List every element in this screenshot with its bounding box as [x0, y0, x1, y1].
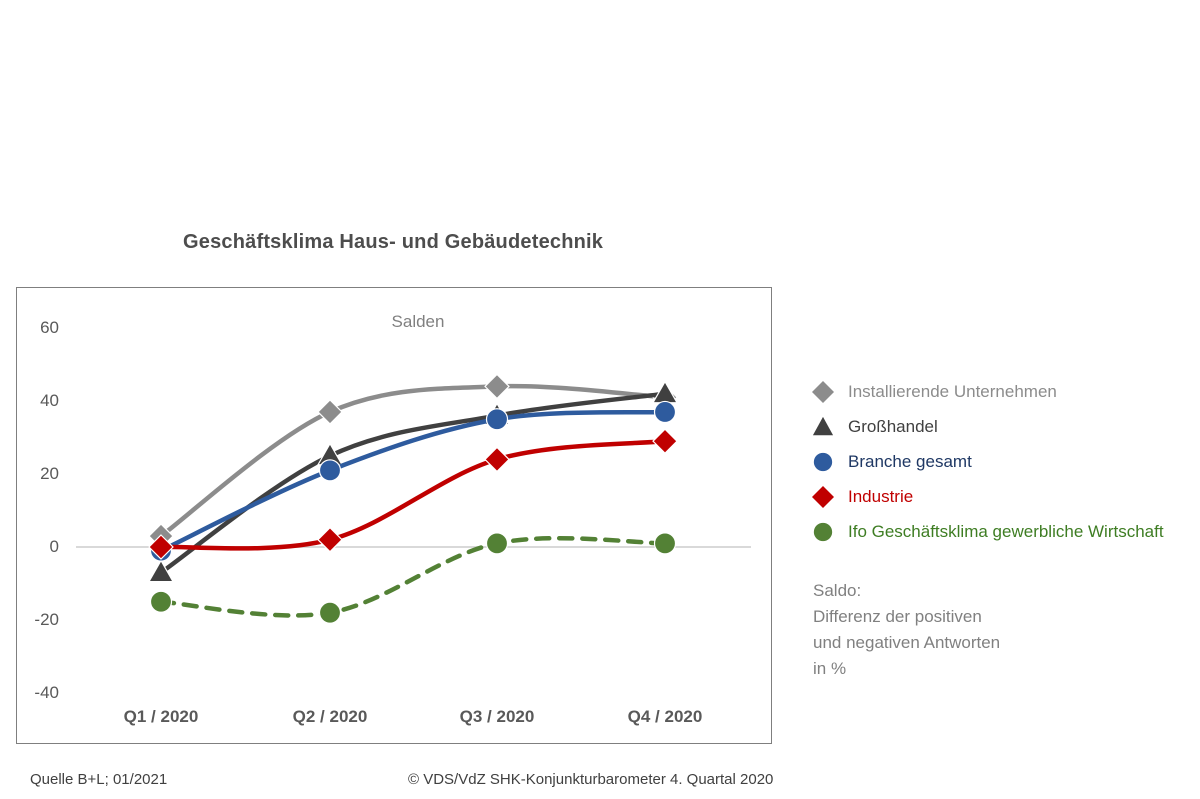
series-2-marker-Q22020 [318, 459, 342, 482]
series-3-marker-Q32020 [484, 446, 510, 473]
series-line-4 [158, 535, 668, 618]
legend-label-4: Ifo Geschäftsklima gewerbliche Wirtschaf… [848, 521, 1164, 541]
chart-title: Geschäftsklima Haus- und Gebäudetechnik [183, 231, 604, 253]
series-line-2 [158, 409, 668, 553]
legend-item-3: Industrie [812, 479, 1164, 514]
x-tick-3: Q3 / 2020 [459, 707, 535, 726]
saldo-note-line-1: Differenz der positiven [813, 607, 982, 626]
y-tick-0: 0 [49, 537, 59, 556]
y-tick-60: 60 [40, 318, 59, 337]
legend-circle-icon [813, 522, 833, 541]
series-line-0 [158, 383, 668, 539]
series-4-marker-Q22020 [318, 601, 342, 624]
legend-circle-icon [813, 452, 833, 471]
series-3-marker-Q12020 [148, 534, 174, 560]
x-tick-1: Q1 / 2020 [123, 707, 199, 726]
legend-item-0: Installierende Unternehmen [812, 374, 1164, 409]
series-4-marker-Q12020 [149, 590, 173, 613]
series-1-marker-Q42020 [651, 380, 679, 404]
saldo-note-line-2: und negativen Antworten [813, 633, 1001, 652]
footer-copyright: © VDS/VdZ SHK-Konjunkturbarometer 4. Qua… [408, 771, 774, 788]
legend-label-1: Großhandel [848, 416, 938, 436]
series-0-marker-Q22020 [317, 399, 343, 425]
y-tick--40: -40 [34, 683, 59, 702]
series-2-marker-Q42020 [653, 400, 677, 424]
series-line-3 [158, 438, 668, 551]
legend-item-1: Großhandel [812, 409, 1164, 444]
legend-label-3: Industrie [848, 486, 914, 506]
series-0-marker-Q32020 [484, 373, 510, 400]
chart-legend: Installierende Unternehmen Großhandel Bran… [812, 374, 1164, 549]
saldo-note-line-3: in % [813, 659, 847, 678]
series-4-marker-Q32020 [485, 532, 509, 555]
series-4-marker-Q42020 [653, 532, 677, 555]
legend-item-4: Ifo Geschäftsklima gewerbliche Wirtschaf… [812, 514, 1164, 549]
legend-diamond-icon [812, 485, 834, 508]
series-1-marker-Q12020 [147, 559, 175, 583]
saldo-note: Saldo: Differenz der positiven und negativ… [813, 578, 1093, 682]
plot-subtitle: Salden [391, 312, 445, 331]
legend-triangle-icon [812, 416, 834, 435]
x-tick-2: Q2 / 2020 [292, 707, 368, 726]
x-tick-4: Q4 / 2020 [627, 707, 703, 726]
series-2-marker-Q32020 [485, 408, 509, 431]
saldo-note-line-0: Saldo: [813, 581, 862, 600]
y-tick--20: -20 [34, 610, 59, 629]
footer-source: Quelle B+L; 01/2021 [30, 771, 168, 788]
y-tick-20: 20 [40, 464, 59, 483]
legend-item-2: Branche gesamt [812, 444, 1164, 479]
chart-plot-area: Salden 60 40 20 0 -20 -40 Q1 / 2020 Q2 / 2020 Q… [16, 287, 772, 744]
legend-label-2: Branche gesamt [848, 451, 972, 471]
line-chart-canvas [76, 373, 751, 624]
y-tick-40: 40 [40, 391, 59, 410]
series-3-marker-Q42020 [652, 428, 678, 454]
series-line-1 [158, 391, 668, 575]
legend-diamond-icon [812, 380, 834, 403]
series-3-marker-Q22020 [317, 526, 343, 553]
legend-label-0: Installierende Unternehmen [848, 381, 1057, 401]
